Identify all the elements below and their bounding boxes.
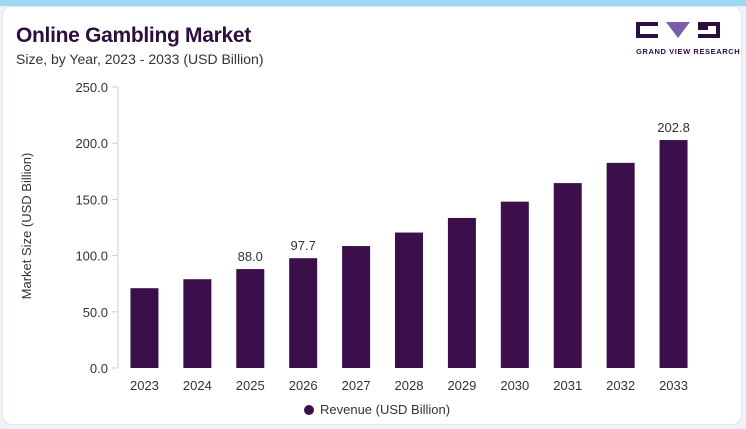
top-accent-bar xyxy=(0,0,746,6)
bar-2033 xyxy=(659,140,688,368)
y-axis-title: Market Size (USD Billion) xyxy=(19,153,34,300)
x-tick-label: 2032 xyxy=(606,378,635,393)
gvr-logo-icon xyxy=(636,22,720,38)
y-tick-label: 100.0 xyxy=(75,249,108,264)
bar-2029 xyxy=(447,217,476,368)
y-tick-label: 50.0 xyxy=(83,305,108,320)
y-tick-label: 0.0 xyxy=(90,361,108,376)
x-tick-label: 2033 xyxy=(659,378,688,393)
bars-group xyxy=(130,140,688,368)
chart-subtitle: Size, by Year, 2023 - 2033 (USD Billion) xyxy=(16,51,264,67)
data-label-2033: 202.8 xyxy=(657,120,690,135)
y-tick-label: 150.0 xyxy=(75,192,108,207)
x-tick-label: 2029 xyxy=(447,378,476,393)
legend-swatch xyxy=(304,404,314,415)
x-tick-label: 2028 xyxy=(395,378,424,393)
x-tick-label: 2023 xyxy=(130,378,159,393)
logo-text: GRAND VIEW RESEARCH xyxy=(636,47,741,56)
bar-2031 xyxy=(553,183,582,368)
x-axis: 2023 2024 2025 2026 2027 2028 2029 2030 2031 2032… xyxy=(130,378,688,393)
x-tick-label: 2030 xyxy=(500,378,529,393)
x-tick-label: 2026 xyxy=(289,378,318,393)
data-labels-group: 88.0 97.7 202.8 xyxy=(238,120,690,264)
bar-2030 xyxy=(500,201,529,368)
bar-2028 xyxy=(395,232,423,368)
y-tick-label: 250.0 xyxy=(75,80,108,95)
y-tick-label: 200.0 xyxy=(75,136,108,151)
data-label-2025: 88.0 xyxy=(238,249,263,264)
bar-2032 xyxy=(606,162,635,368)
data-label-2026: 97.7 xyxy=(291,238,316,253)
x-tick-label: 2031 xyxy=(553,378,582,393)
bar-2025 xyxy=(236,269,265,368)
legend: Revenue (USD Billion) xyxy=(304,402,450,417)
bar-2023 xyxy=(130,288,159,368)
x-tick-label: 2025 xyxy=(236,378,265,393)
x-tick-label: 2027 xyxy=(342,378,371,393)
bar-2026 xyxy=(289,258,318,368)
chart-title: Online Gambling Market xyxy=(16,24,251,47)
y-axis: 0.0 50.0 100.0 150.0 200.0 250.0 xyxy=(75,80,119,376)
x-tick-label: 2024 xyxy=(183,378,212,393)
legend-label: Revenue (USD Billion) xyxy=(320,402,451,417)
bar-2027 xyxy=(342,246,371,368)
bar-2024 xyxy=(183,279,212,368)
